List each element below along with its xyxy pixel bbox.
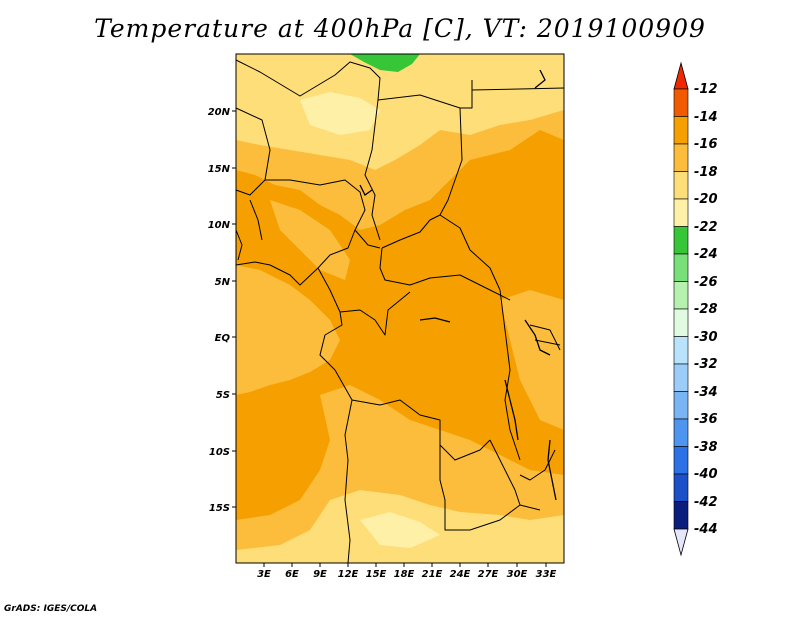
colorbar-cell [673,308,689,337]
colorbar-label: -40 [694,467,718,482]
colorbar-label: -16 [694,137,718,152]
colorbar-cell [673,473,689,502]
fill-minus18-minus16-west [236,265,340,395]
lat-tick-label: 5S [216,390,230,401]
lon-tick-label: 12E [338,569,359,580]
colorbar-cell [673,501,689,530]
colorbar-label: -26 [694,275,718,290]
fill-minus22-minus20-south [360,512,440,548]
colorbar-bottom-arrow [673,528,689,557]
lon-tick-label: 15E [366,569,387,580]
lon-tick-label: 9E [313,569,327,580]
lon-tick-label: 3E [257,569,271,580]
country-borders [235,59,565,564]
latitude-labels: 20N 15N 10N 5N EQ 5S 10S 15S [208,107,231,514]
lon-tick-label: 30E [507,569,528,580]
colorbar-label: -44 [694,522,718,537]
colorbar-cell [673,446,689,475]
lon-tick-label: 27E [478,569,499,580]
lat-tick-label: 15N [208,164,231,175]
colorbar: -12 -14 -16 -18 -20 -22 -24 -26 -28 -30 … [673,61,718,557]
map-frame [235,53,565,564]
lat-tick-label: EQ [215,333,231,344]
fill-minus24-minus22 [350,54,420,72]
lat-tick-label: 5N [215,277,231,288]
temperature-field [236,54,564,563]
lon-tick-label: 21E [422,569,443,580]
colorbar-label: -14 [694,110,718,125]
colorbar-label: -22 [694,220,718,235]
colorbar-label: -12 [694,82,718,97]
lat-tick-label: 10N [208,220,231,231]
lat-tick-label: 15S [209,503,230,514]
colorbar-top-arrow [673,61,689,90]
colorbar-cell [673,116,689,145]
grads-credit: GrADS: IGES/COLA [4,604,98,614]
colorbar-label: -34 [694,385,718,400]
colorbar-cell [673,281,689,310]
colorbar-label: -20 [694,192,718,207]
colorbar-label: -42 [694,495,718,510]
colorbar-labels: -12 -14 -16 -18 -20 -22 -24 -26 -28 -30 … [694,82,718,537]
colorbar-cell [673,198,689,227]
colorbar-cell [673,171,689,200]
colorbar-cells [673,88,689,530]
lon-tick-label: 18E [394,569,415,580]
axis-ticks [232,110,547,567]
colorbar-cell [673,226,689,255]
fill-minus18-minus16-center [270,200,350,280]
colorbar-label: -24 [694,247,718,262]
colorbar-label: -38 [694,440,718,455]
colorbar-label: -18 [694,165,718,180]
colorbar-cell [673,391,689,420]
colorbar-cell [673,363,689,392]
map-title: Temperature at 400hPa [C], VT: 201910090… [94,14,706,43]
fill-minus20-minus18-north [236,54,564,170]
colorbar-cell [673,336,689,365]
longitude-labels: 3E 6E 9E 12E 15E 18E 21E 24E 27E 30E 33E [257,569,556,580]
colorbar-cell [673,418,689,447]
colorbar-cell [673,253,689,282]
lakes-and-rivers [359,69,557,501]
colorbar-label: -30 [694,330,718,345]
lat-tick-label: 10S [209,447,230,458]
lat-tick-label: 20N [208,107,231,118]
lon-tick-label: 6E [285,569,299,580]
colorbar-label: -28 [694,302,718,317]
colorbar-label: -36 [694,412,718,427]
fill-minus18-minus16-east [500,290,564,430]
colorbar-cell [673,88,689,117]
lon-tick-label: 24E [450,569,471,580]
fill-minus22-minus20-north [300,92,380,135]
colorbar-label: -32 [694,357,718,372]
lon-tick-label: 33E [536,569,557,580]
colorbar-cell [673,143,689,172]
